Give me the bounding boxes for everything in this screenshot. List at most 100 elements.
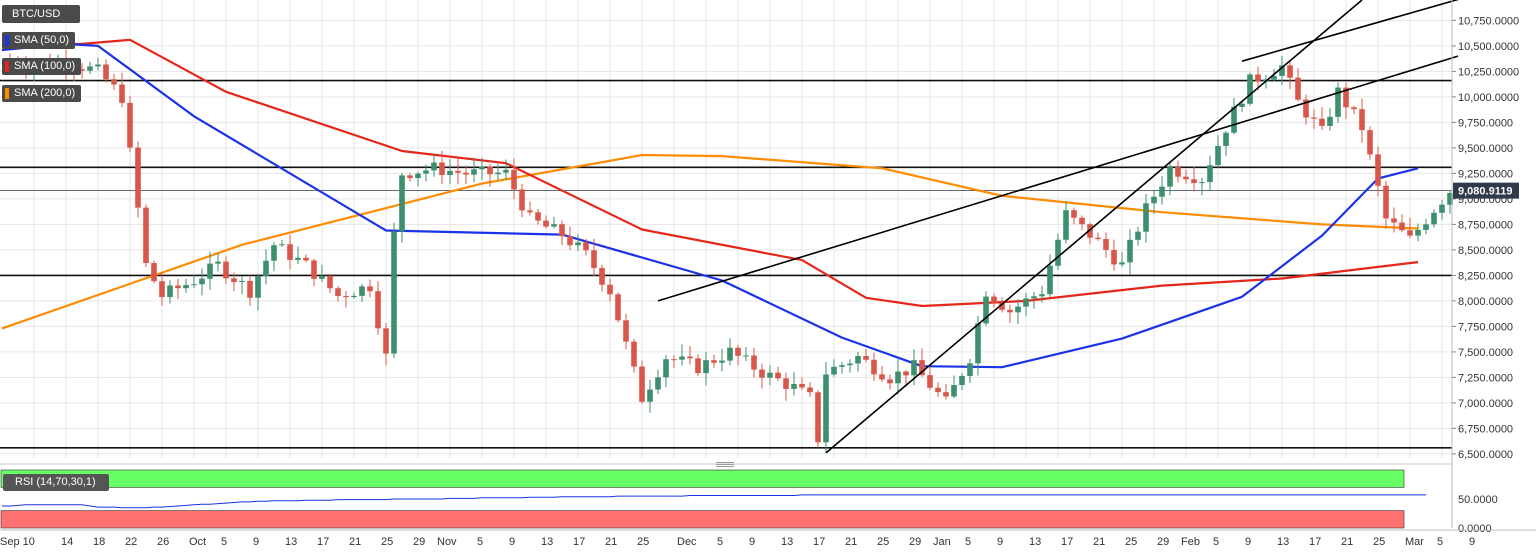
candle-body xyxy=(927,375,933,388)
candle-body xyxy=(1415,229,1421,236)
candle-body xyxy=(703,360,709,374)
candle-body xyxy=(135,147,141,208)
date-tick-label: 17 xyxy=(1309,536,1321,548)
candle-body xyxy=(1007,309,1013,313)
candle-body xyxy=(727,347,733,361)
price-tick-label: 10,500.0000 xyxy=(1458,41,1519,53)
candle-body xyxy=(847,363,853,366)
date-tick-label: 21 xyxy=(845,536,857,548)
candle-body xyxy=(1399,222,1405,231)
candle-body xyxy=(823,374,829,443)
rsi-tick-label: 50.0000 xyxy=(1458,494,1498,506)
rsi-tick-label: 0.0000 xyxy=(1458,523,1492,535)
candle-body xyxy=(167,285,173,298)
candle-body xyxy=(767,372,773,378)
sma-100-line xyxy=(1,38,1419,308)
candle-body xyxy=(431,162,437,171)
sma-100-legend[interactable]: SMA (100,0) xyxy=(2,58,82,75)
sma-200-legend[interactable]: SMA (200,0) xyxy=(2,85,82,102)
candle-body xyxy=(1247,74,1253,104)
candle-body xyxy=(999,302,1005,310)
candle-body xyxy=(199,278,205,285)
candle-body xyxy=(151,263,157,282)
candle-body xyxy=(311,260,317,279)
price-tick-label: 9,500.0000 xyxy=(1458,143,1513,155)
date-tick-label: 9 xyxy=(997,536,1003,548)
candle-body xyxy=(1391,218,1397,223)
last-price-tag: 9,080.9119 xyxy=(1453,182,1519,199)
candle-body xyxy=(607,284,613,295)
candle-body xyxy=(1127,239,1133,263)
channel-trendline xyxy=(1241,0,1460,62)
candle-body xyxy=(255,276,261,298)
candle-body xyxy=(1407,230,1413,236)
panel-splitter-handle[interactable] xyxy=(716,462,734,468)
candle-body xyxy=(1191,179,1197,184)
price-tick-label: 8,250.0000 xyxy=(1458,270,1513,282)
sma-200-path xyxy=(1,153,1419,330)
date-tick-label: 9 xyxy=(509,536,515,548)
candle-body xyxy=(279,244,285,246)
candle-body xyxy=(1135,231,1141,240)
candle-body xyxy=(1199,182,1205,184)
candle-body xyxy=(231,278,237,283)
candle-body xyxy=(215,261,221,264)
date-tick-label: 25 xyxy=(1373,536,1385,548)
price-tick-label: 7,000.0000 xyxy=(1458,398,1513,410)
candle-body xyxy=(423,170,429,174)
candle-body xyxy=(951,385,957,397)
last-price-label: 9,080.9119 xyxy=(1458,186,1512,198)
price-tick-label: 8,750.0000 xyxy=(1458,219,1513,231)
candle-body xyxy=(1167,167,1173,187)
price-tick-label: 6,750.0000 xyxy=(1458,423,1513,435)
candle-body xyxy=(159,281,165,298)
date-tick-label: 22 xyxy=(125,536,137,548)
date-tick-label: 5 xyxy=(1213,536,1219,548)
candle-body xyxy=(239,280,245,283)
candle-body xyxy=(919,360,925,376)
candle-body xyxy=(959,375,965,386)
candle-body xyxy=(567,236,573,246)
candle-body xyxy=(599,268,605,285)
candle-body xyxy=(1351,107,1357,110)
candle-body xyxy=(1039,294,1045,297)
candle-body xyxy=(775,372,781,379)
candle-body xyxy=(535,212,541,221)
candle-body xyxy=(807,387,813,393)
sma-200-line xyxy=(1,153,1419,330)
candle-body xyxy=(759,369,765,378)
candle-body xyxy=(183,285,189,289)
date-tick-label: Oct xyxy=(189,536,206,548)
candle-body xyxy=(871,359,877,375)
rsi-legend[interactable]: RSI (14,70,30,1) xyxy=(3,474,109,491)
rsi-panel: 0.0000 50.0000 xyxy=(0,463,1498,535)
date-tick-label: 5 xyxy=(965,536,971,548)
sma-200-label: SMA (200,0) xyxy=(14,87,76,99)
candle-body xyxy=(415,173,421,179)
candle-body xyxy=(887,379,893,384)
candle-body xyxy=(671,359,677,361)
candle-body xyxy=(751,355,757,370)
date-tick-label: 5 xyxy=(1437,536,1443,548)
candle-body xyxy=(87,66,93,71)
candle-body xyxy=(79,69,85,71)
candle-body xyxy=(551,224,557,227)
candle-body xyxy=(271,245,277,261)
candle-body xyxy=(1207,165,1213,183)
sma-50-legend[interactable]: SMA (50,0) xyxy=(2,32,76,49)
candle-body xyxy=(839,365,845,367)
date-tick-label: 13 xyxy=(541,536,553,548)
date-tick-label: 5 xyxy=(717,536,723,548)
date-tick-label: 13 xyxy=(781,536,793,548)
candle-body xyxy=(615,294,621,321)
date-tick-label: 5 xyxy=(477,536,483,548)
candle-body xyxy=(479,166,485,170)
candle-body xyxy=(447,170,453,175)
candle-body xyxy=(647,389,653,402)
candle-body xyxy=(879,374,885,380)
date-tick-label: Nov xyxy=(437,536,457,548)
candle-body xyxy=(1055,239,1061,266)
candle-body xyxy=(663,359,669,378)
